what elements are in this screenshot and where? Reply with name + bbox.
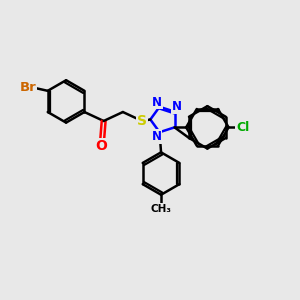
Text: N: N bbox=[152, 130, 162, 143]
Text: Cl: Cl bbox=[236, 121, 249, 134]
Text: O: O bbox=[96, 139, 107, 152]
Text: N: N bbox=[172, 100, 182, 113]
Text: S: S bbox=[137, 114, 147, 128]
Text: Br: Br bbox=[20, 81, 36, 94]
Text: N: N bbox=[152, 96, 162, 109]
Text: CH₃: CH₃ bbox=[151, 204, 172, 214]
